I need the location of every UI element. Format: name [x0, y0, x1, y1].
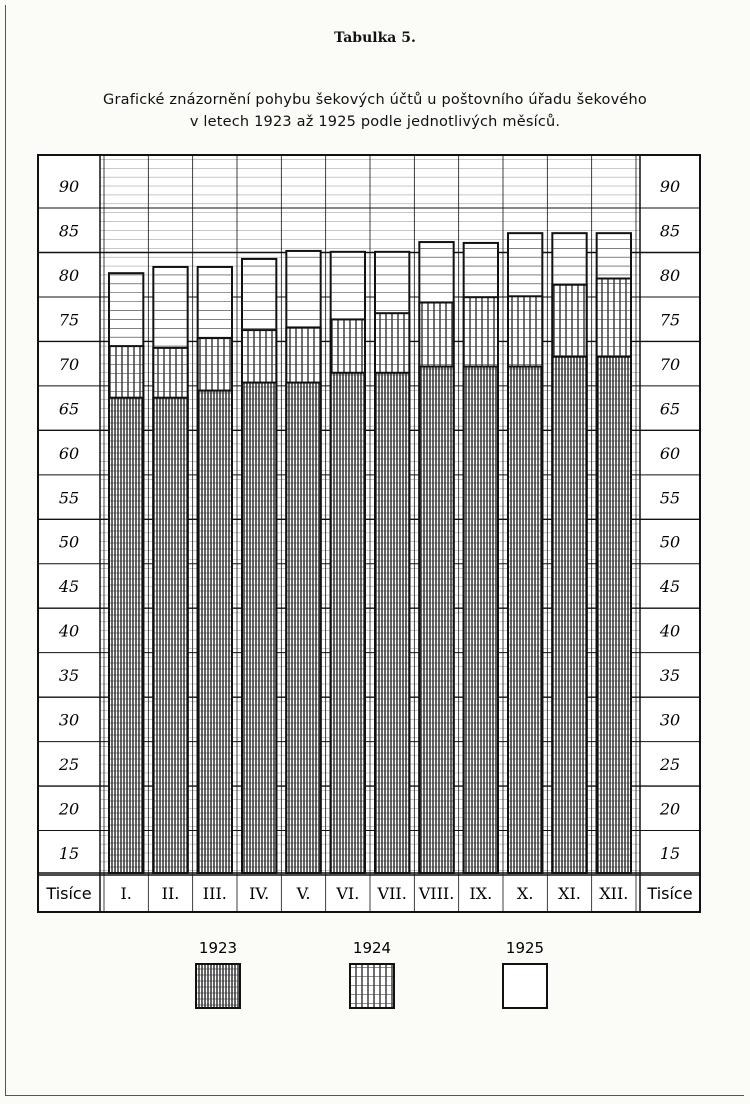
y-tick-right: 55: [660, 488, 680, 507]
x-tick-label: IV.: [249, 884, 269, 903]
y-tick-right: 40: [659, 622, 680, 641]
y-tick-left: 30: [59, 711, 79, 730]
x-tick-label: IX.: [469, 884, 492, 903]
y-tick-right: 80: [660, 266, 680, 285]
legend-swatch-1925: [502, 963, 548, 1009]
x-tick-label: III.: [203, 884, 227, 903]
unit-label-left: Tisíce: [45, 884, 91, 903]
legend-swatch-1924: [349, 963, 395, 1009]
x-tick-label: V.: [296, 884, 311, 903]
y-tick-right: 35: [660, 666, 680, 685]
bar-1923-8: [418, 365, 455, 874]
bar-1923-12: [595, 355, 633, 874]
y-tick-right: 20: [659, 800, 680, 819]
x-tick-label: X.: [517, 884, 533, 903]
y-tick-left: 40: [58, 622, 79, 641]
y-tick-left: 70: [59, 355, 79, 374]
y-tick-left: 90: [59, 177, 79, 196]
chart-title-line2: v letech 1923 až 1925 podle jednotlivých…: [189, 114, 561, 130]
legend-label-1924: 1924: [353, 939, 391, 957]
y-tick-left: 45: [58, 577, 79, 596]
y-tick-right: 90: [660, 177, 680, 196]
bar-1923-4: [241, 381, 278, 874]
legend-swatch-1923: [195, 963, 241, 1009]
y-tick-left: 25: [58, 755, 79, 774]
y-tick-left: 80: [59, 266, 79, 285]
x-tick-label: I.: [120, 884, 131, 903]
y-tick-left: 15: [59, 844, 79, 863]
bar-1923-9: [462, 365, 499, 874]
page-border: [5, 5, 744, 1096]
x-tick-label: II.: [162, 884, 180, 903]
bar-1923-2: [152, 396, 189, 874]
y-tick-left: 55: [59, 488, 79, 507]
x-tick-label: XI.: [558, 884, 581, 903]
unit-label-right: Tisíce: [646, 884, 692, 903]
y-tick-left: 35: [59, 666, 79, 685]
x-tick-label: VI.: [335, 884, 359, 903]
bar-1923-11: [551, 355, 588, 874]
bar-1923-1: [108, 396, 145, 874]
y-tick-left: 75: [59, 310, 79, 329]
y-tick-right: 45: [659, 577, 680, 596]
x-tick-label: VII.: [377, 884, 407, 903]
x-tick-label: XII.: [599, 884, 628, 903]
bar-1923-3: [196, 389, 234, 874]
bar-1923-7: [374, 371, 411, 874]
y-tick-right: 70: [660, 355, 680, 374]
y-tick-left: 50: [59, 533, 79, 552]
legend-label-1925: 1925: [506, 939, 544, 957]
y-tick-left: 85: [59, 221, 79, 240]
bar-1923-6: [329, 371, 366, 874]
y-tick-right: 25: [659, 755, 680, 774]
y-tick-right: 85: [660, 221, 680, 240]
y-tick-left: 60: [59, 444, 79, 463]
y-tick-left: 65: [59, 399, 79, 418]
y-tick-right: 60: [660, 444, 680, 463]
legend-label-1923: 1923: [199, 939, 237, 957]
y-tick-left: 20: [58, 800, 79, 819]
y-tick-right: 50: [660, 533, 680, 552]
y-tick-right: 30: [660, 711, 680, 730]
table-number: Tabulka 5.: [334, 30, 416, 46]
bar-1923-10: [507, 365, 544, 874]
bar-1923-5: [285, 381, 322, 874]
y-tick-right: 65: [660, 399, 680, 418]
chart-title-line1: Grafické znázornění pohybu šekových účtů…: [103, 92, 647, 108]
x-tick-label: VIII.: [418, 884, 455, 903]
y-tick-right: 15: [660, 844, 680, 863]
y-tick-right: 75: [660, 310, 680, 329]
